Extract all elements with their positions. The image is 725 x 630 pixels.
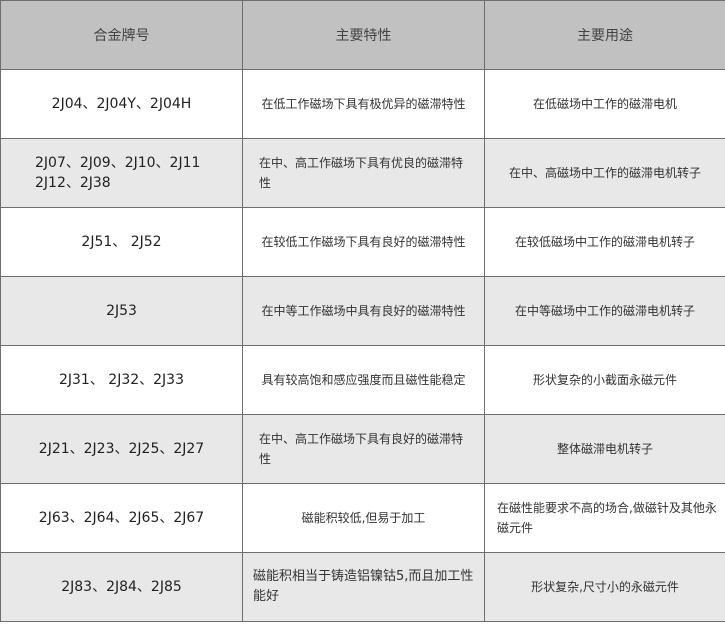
grade-cell: 2J21、2J23、2J25、2J27 bbox=[0, 414, 243, 484]
use-cell: 在中、高磁场中工作的磁滞电机转子 bbox=[484, 138, 725, 208]
grade-cell: 2J63、2J64、2J65、2J67 bbox=[0, 483, 243, 553]
property-cell: 在较低工作磁场下具有良好的磁滞特性 bbox=[242, 207, 485, 277]
use-cell: 整体磁滞电机转子 bbox=[484, 414, 725, 484]
table-row: 2J83、2J84、2J85 磁能积相当于铸造铝镍钴5,而且加工性能好 形状复杂… bbox=[0, 552, 725, 622]
use-cell: 在中等磁场中工作的磁滞电机转子 bbox=[484, 276, 725, 346]
use-cell: 在低磁场中工作的磁滞电机 bbox=[484, 69, 725, 139]
property-cell: 在中、高工作磁场下具有良好的磁滞特性 bbox=[242, 414, 485, 484]
table-row: 2J21、2J23、2J25、2J27 在中、高工作磁场下具有良好的磁滞特性 整… bbox=[0, 414, 725, 484]
header-grade: 合金牌号 bbox=[0, 0, 243, 70]
property-cell: 在中、高工作磁场下具有优良的磁滞特性 bbox=[242, 138, 485, 208]
property-cell: 磁能积较低,但易于加工 bbox=[242, 483, 485, 553]
grade-cell: 2J53 bbox=[0, 276, 243, 346]
grade-cell: 2J07、2J09、2J10、2J11 2J12、2J38 bbox=[0, 138, 243, 208]
table-row: 2J63、2J64、2J65、2J67 磁能积较低,但易于加工 在磁性能要求不高… bbox=[0, 483, 725, 553]
table-row: 2J07、2J09、2J10、2J11 2J12、2J38 在中、高工作磁场下具… bbox=[0, 138, 725, 208]
grade-cell: 2J51、 2J52 bbox=[0, 207, 243, 277]
table-row: 2J31、 2J32、2J33 具有较高饱和感应强度而且磁性能稳定 形状复杂的小… bbox=[0, 345, 725, 415]
property-cell: 在低工作磁场下具有极优异的磁滞特性 bbox=[242, 69, 485, 139]
property-cell: 在中等工作磁场中具有良好的磁滞特性 bbox=[242, 276, 485, 346]
header-row: 合金牌号 主要特性 主要用途 bbox=[0, 0, 725, 70]
use-cell: 在较低磁场中工作的磁滞电机转子 bbox=[484, 207, 725, 277]
table-row: 2J53 在中等工作磁场中具有良好的磁滞特性 在中等磁场中工作的磁滞电机转子 bbox=[0, 276, 725, 346]
header-property: 主要特性 bbox=[242, 0, 485, 70]
grade-cell: 2J31、 2J32、2J33 bbox=[0, 345, 243, 415]
grade-cell: 2J83、2J84、2J85 bbox=[0, 552, 243, 622]
property-cell: 具有较高饱和感应强度而且磁性能稳定 bbox=[242, 345, 485, 415]
grade-cell: 2J04、2J04Y、2J04H bbox=[0, 69, 243, 139]
use-cell: 形状复杂的小截面永磁元件 bbox=[484, 345, 725, 415]
table-row: 2J04、2J04Y、2J04H 在低工作磁场下具有极优异的磁滞特性 在低磁场中… bbox=[0, 69, 725, 139]
use-cell: 形状复杂,尺寸小的永磁元件 bbox=[484, 552, 725, 622]
use-cell: 在磁性能要求不高的场合,做磁针及其他永磁元件 bbox=[484, 483, 725, 553]
property-cell: 磁能积相当于铸造铝镍钴5,而且加工性能好 bbox=[242, 552, 485, 622]
table-row: 2J51、 2J52 在较低工作磁场下具有良好的磁滞特性 在较低磁场中工作的磁滞… bbox=[0, 207, 725, 277]
header-use: 主要用途 bbox=[484, 0, 725, 70]
